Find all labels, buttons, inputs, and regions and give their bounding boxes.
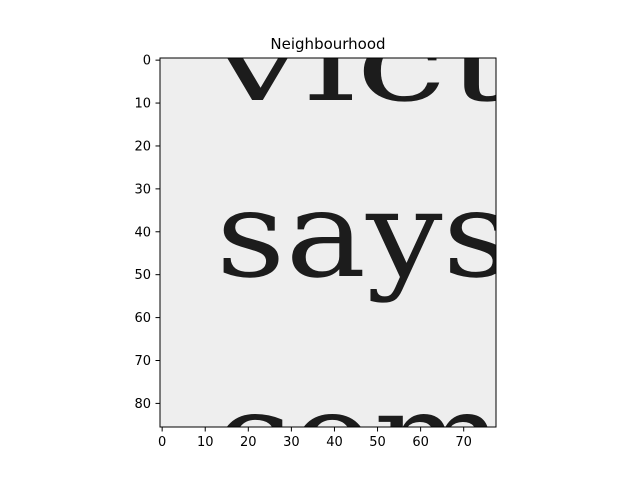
image-area: vict says com: [160, 0, 512, 480]
x-tick-label: 50: [369, 435, 386, 450]
image-text-line-1: vict: [211, 0, 512, 127]
x-tick-label: 70: [455, 435, 472, 450]
y-tick-label: 30: [134, 182, 151, 197]
chart-title: Neighbourhood: [270, 35, 385, 53]
image-text-line-2: says: [216, 166, 512, 305]
y-tick-label: 50: [134, 268, 151, 283]
x-tick-label: 30: [283, 435, 300, 450]
x-tick-label: 20: [240, 435, 257, 450]
image-background: [160, 58, 496, 427]
axes-frame: [159, 57, 497, 428]
y-tick-label: 10: [134, 97, 151, 112]
image-text-line-3: com: [214, 368, 504, 480]
y-tick-label: 70: [134, 354, 151, 369]
y-tick-label: 80: [134, 397, 151, 412]
x-axis: 0 10 20 30 40 50 60 70: [158, 427, 472, 450]
y-tick-label: 0: [143, 54, 151, 69]
y-tick-label: 40: [134, 225, 151, 240]
x-tick-label: 10: [197, 435, 214, 450]
x-tick-label: 40: [326, 435, 343, 450]
y-axis: 0 10 20 30 40 50 60 70 80: [134, 54, 160, 412]
x-tick-label: 0: [158, 435, 166, 450]
x-tick-label: 60: [412, 435, 429, 450]
y-tick-label: 60: [134, 311, 151, 326]
y-tick-label: 20: [134, 139, 151, 154]
